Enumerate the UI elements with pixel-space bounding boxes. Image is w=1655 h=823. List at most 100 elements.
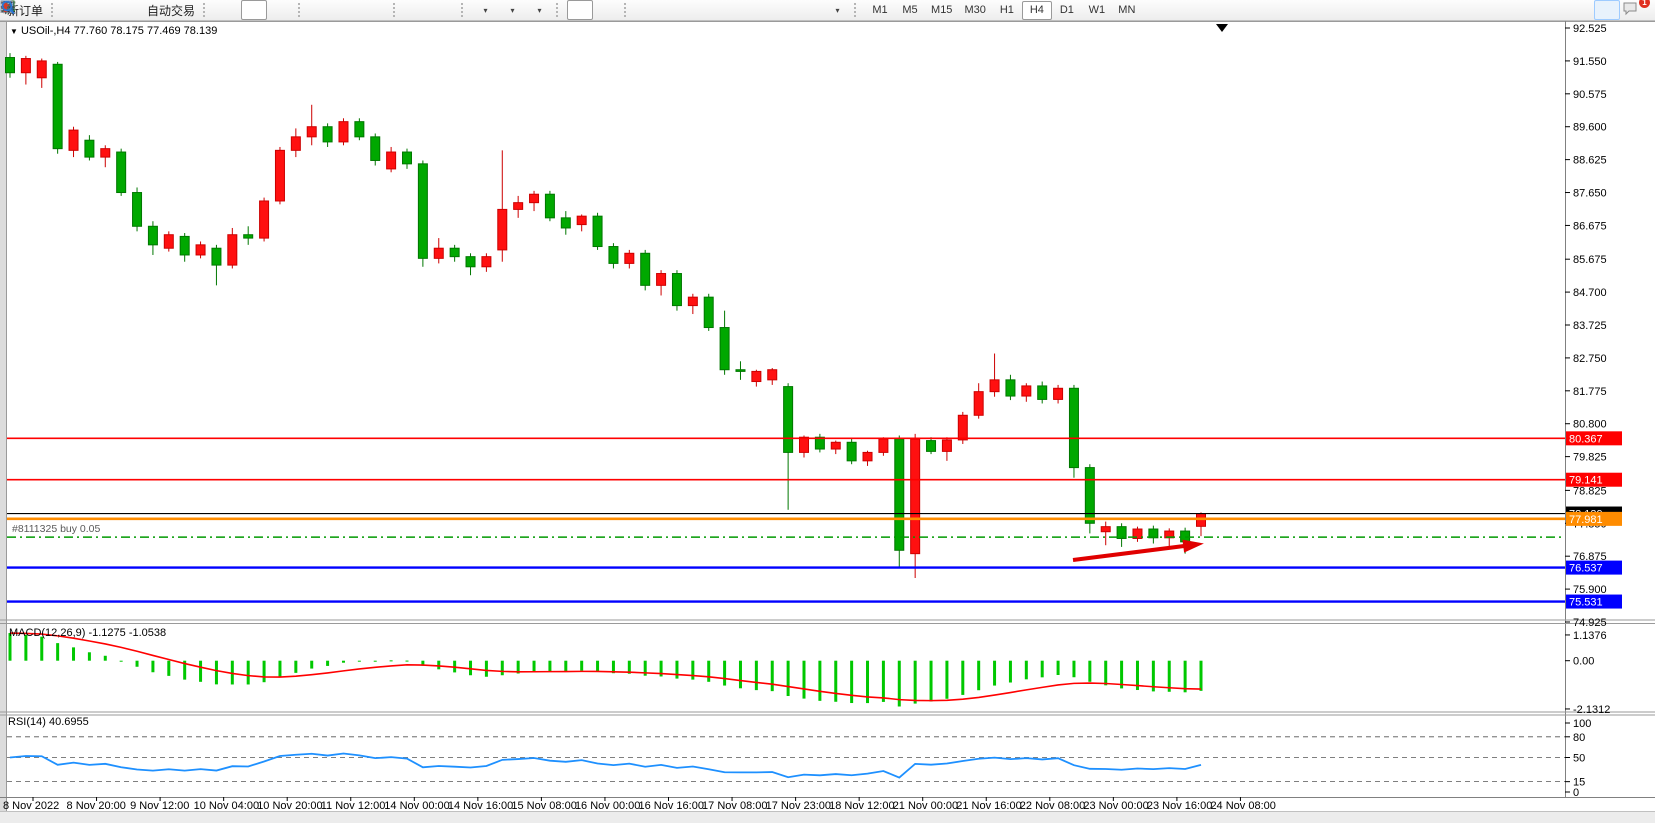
timeframe-h1[interactable]: H1 [992, 1, 1022, 20]
svg-text:17 Nov 23:00: 17 Nov 23:00 [766, 800, 831, 812]
svg-text:8 Nov 20:00: 8 Nov 20:00 [67, 800, 126, 812]
crosshair-tool-button[interactable] [594, 0, 620, 20]
timeframe-d1[interactable]: D1 [1052, 1, 1082, 20]
svg-text:50: 50 [1573, 753, 1585, 765]
chart-shift-button[interactable] [431, 0, 457, 20]
text-label-tool-button[interactable]: T [797, 0, 823, 20]
svg-text:86.675: 86.675 [1573, 220, 1607, 232]
order-line-label[interactable]: #8111325 buy 0.05 [12, 523, 100, 535]
channel-tool-button[interactable]: E [716, 0, 742, 20]
chevron-down-icon: ▾ [836, 6, 840, 15]
svg-text:14 Nov 00:00: 14 Nov 00:00 [384, 800, 449, 812]
svg-text:15 Nov 08:00: 15 Nov 08:00 [511, 800, 576, 812]
notifications-button[interactable]: 1 [1621, 0, 1647, 20]
toolbar: 新订单 自动交易 ▾ ▾ ▾ [0, 0, 1655, 21]
tile-windows-button[interactable] [363, 0, 389, 20]
trendline-tool-button[interactable] [689, 0, 715, 20]
toolbar-grip [51, 3, 58, 17]
cursor-tool-button[interactable] [567, 0, 593, 20]
svg-text:79.141: 79.141 [1569, 475, 1603, 487]
svg-text:16 Nov 16:00: 16 Nov 16:00 [639, 800, 704, 812]
svg-text:14 Nov 16:00: 14 Nov 16:00 [448, 800, 513, 812]
svg-text:75.900: 75.900 [1573, 584, 1607, 596]
notification-badge: 1 [1639, 0, 1650, 8]
terminal-button[interactable] [89, 0, 115, 20]
text-tool-button[interactable]: A [770, 0, 796, 20]
auto-trading-label: 自动交易 [147, 2, 195, 19]
chart-symbol: USOil-,H4 [21, 25, 71, 37]
svg-text:0: 0 [1573, 787, 1579, 799]
fibonacci-tool-button[interactable]: F [743, 0, 769, 20]
market-watch-button[interactable] [116, 0, 142, 20]
toolbar-grip [298, 3, 305, 17]
svg-text:91.550: 91.550 [1573, 56, 1607, 68]
svg-text:23 Nov 00:00: 23 Nov 00:00 [1083, 800, 1148, 812]
svg-text:82.750: 82.750 [1573, 353, 1607, 365]
timeframe-m15[interactable]: M15 [925, 1, 958, 20]
svg-text:90.575: 90.575 [1573, 89, 1607, 101]
svg-text:80.367: 80.367 [1569, 433, 1603, 445]
timeframe-m1[interactable]: M1 [865, 1, 895, 20]
toolbar-grip [393, 3, 400, 17]
svg-text:80.800: 80.800 [1573, 419, 1607, 431]
horizontal-line-tool-button[interactable] [662, 0, 688, 20]
svg-text:76.537: 76.537 [1569, 563, 1603, 575]
chart-title: ▼ USOil-,H4 77.760 78.175 77.469 78.139 [10, 25, 217, 37]
svg-text:0.00: 0.00 [1573, 656, 1594, 668]
auto-trading-button[interactable]: 自动交易 [143, 0, 199, 20]
svg-text:78.825: 78.825 [1573, 485, 1607, 497]
arrows-tool-button[interactable]: ▾ [824, 0, 850, 20]
svg-text:80: 80 [1573, 732, 1585, 744]
svg-text:18 Nov 12:00: 18 Nov 12:00 [829, 800, 894, 812]
svg-text:16 Nov 00:00: 16 Nov 00:00 [575, 800, 640, 812]
svg-text:88.625: 88.625 [1573, 155, 1607, 167]
search-button[interactable] [1594, 0, 1620, 20]
svg-text:79.825: 79.825 [1573, 452, 1607, 464]
svg-text:84.700: 84.700 [1573, 287, 1607, 299]
vertical-line-tool-button[interactable] [635, 0, 661, 20]
svg-text:89.600: 89.600 [1573, 122, 1607, 134]
timeframe-m30[interactable]: M30 [958, 1, 991, 20]
timeframe-h4[interactable]: H4 [1022, 1, 1052, 20]
svg-text:9 Nov 12:00: 9 Nov 12:00 [130, 800, 189, 812]
timeframe-m5[interactable]: M5 [895, 1, 925, 20]
new-chart-button[interactable]: ▾ [472, 0, 498, 20]
svg-text:83.725: 83.725 [1573, 320, 1607, 332]
chevron-down-icon: ▾ [484, 6, 488, 15]
toolbar-grip [461, 3, 468, 17]
close-order-button[interactable] [62, 0, 88, 20]
auto-scroll-button[interactable] [404, 0, 430, 20]
svg-text:23 Nov 16:00: 23 Nov 16:00 [1147, 800, 1212, 812]
toolbar-grip [203, 3, 210, 17]
svg-text:100: 100 [1573, 718, 1591, 730]
chevron-down-icon: ▾ [511, 6, 515, 15]
macd-indicator-label: MACD(12,26,9) -1.1275 -1.0538 [9, 627, 166, 639]
candlestick-mode-button[interactable] [241, 0, 267, 20]
svg-text:10 Nov 20:00: 10 Nov 20:00 [257, 800, 322, 812]
zoom-out-button[interactable] [336, 0, 362, 20]
svg-text:81.775: 81.775 [1573, 386, 1607, 398]
svg-text:77.981: 77.981 [1569, 514, 1603, 526]
bar-chart-mode-button[interactable] [214, 0, 240, 20]
svg-text:22 Nov 08:00: 22 Nov 08:00 [1020, 800, 1085, 812]
svg-text:-2.1312: -2.1312 [1573, 704, 1610, 716]
svg-text:74.925: 74.925 [1573, 617, 1607, 629]
symbol-dropdown-icon[interactable]: ▼ [10, 27, 18, 36]
template-button[interactable]: ▾ [526, 0, 552, 20]
svg-text:21 Nov 16:00: 21 Nov 16:00 [956, 800, 1021, 812]
period-button[interactable]: ▾ [499, 0, 525, 20]
svg-text:21 Nov 00:00: 21 Nov 00:00 [893, 800, 958, 812]
time-axis[interactable]: 8 Nov 20228 Nov 20:009 Nov 12:0010 Nov 0… [3, 797, 1276, 812]
svg-text:87.650: 87.650 [1573, 188, 1607, 200]
zoom-in-button[interactable] [309, 0, 335, 20]
svg-text:11 Nov 12:00: 11 Nov 12:00 [321, 800, 386, 812]
svg-text:24 Nov 08:00: 24 Nov 08:00 [1210, 800, 1275, 812]
timeframe-group: M1M5M15M30H1H4D1W1MN [865, 1, 1142, 20]
chart-canvas[interactable]: 92.52591.55090.57589.60088.62587.65086.6… [0, 0, 1655, 823]
line-chart-mode-button[interactable] [268, 0, 294, 20]
svg-text:10 Nov 04:00: 10 Nov 04:00 [194, 800, 259, 812]
timeframe-w1[interactable]: W1 [1082, 1, 1112, 20]
timeframe-mn[interactable]: MN [1112, 1, 1142, 20]
chevron-down-icon: ▾ [538, 6, 542, 15]
chart-ohlc: 77.760 78.175 77.469 78.139 [74, 25, 218, 37]
